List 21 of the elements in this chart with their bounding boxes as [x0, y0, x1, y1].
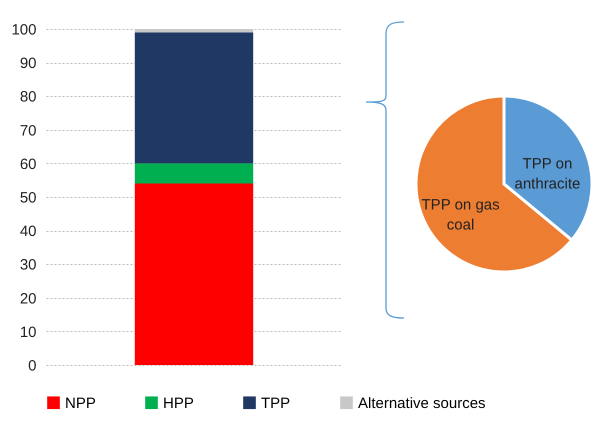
y-tick-label: 90 — [20, 55, 36, 72]
y-tick-label: 60 — [20, 156, 36, 173]
y-tick-label: 40 — [20, 223, 36, 240]
y-tick-label: 0 — [28, 358, 36, 374]
y-tick-label: 30 — [20, 256, 36, 274]
bar — [134, 184, 254, 365]
bar — [134, 32, 254, 164]
legend-label: Alternative sources — [358, 394, 486, 412]
y-tick-label: 50 — [20, 190, 36, 206]
y-tick-label: 80 — [20, 88, 36, 106]
y-tick-label: 100 — [11, 22, 36, 38]
bar — [134, 163, 254, 184]
legend-label: TPP — [261, 394, 290, 412]
slice-label: TPP on anthracite — [514, 156, 580, 193]
y-tick-label: 10 — [20, 324, 36, 341]
y-tick-label: 70 — [20, 122, 36, 140]
legend-label: NPP — [65, 394, 96, 412]
bar — [134, 29, 254, 32]
slice-label: TPP on gas coal — [422, 196, 500, 234]
legend-label: HPP — [163, 394, 194, 412]
y-tick-label: 20 — [20, 290, 36, 308]
